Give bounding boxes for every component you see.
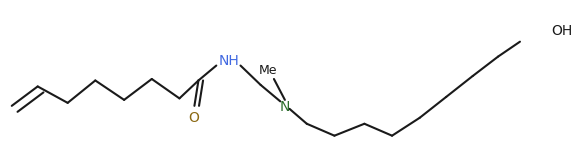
Text: Me: Me [259, 64, 277, 76]
Text: N: N [280, 100, 290, 114]
Text: O: O [188, 111, 199, 125]
Text: OH: OH [552, 24, 573, 38]
Text: NH: NH [219, 54, 240, 68]
